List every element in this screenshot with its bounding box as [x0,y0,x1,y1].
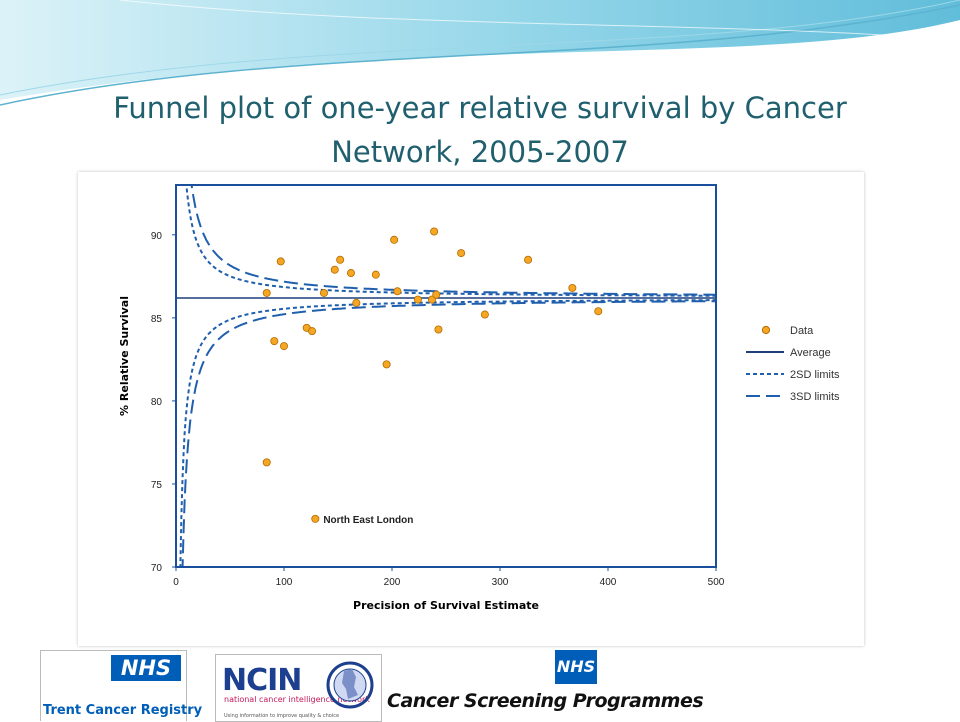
lower-2sd-limit [179,299,716,567]
control-limits [179,185,716,567]
data-point [279,342,288,351]
ncin-tagline: Using information to improve quality & c… [224,713,340,719]
data-point [330,265,339,274]
data-point [457,249,466,258]
y-axis-title: % Relative Survival [118,296,131,416]
nhs-badge-csp: NHS [555,650,597,684]
lower-3sd-limit [181,300,716,567]
cancer-screening-text: Cancer Screening Programmes [387,690,704,712]
x-tick-label: 400 [600,577,617,588]
y-tick-label: 85 [151,314,163,325]
plot-frame [175,184,717,568]
annotation-label: North East London [323,515,413,526]
data-point [346,269,355,278]
y-axis-ticks: 70 75 80 85 90 [151,231,176,574]
data-point [413,295,422,304]
data-point [311,514,320,523]
data-points [262,227,603,523]
data-point [432,290,441,299]
ncin-logo: NCIN national cancer intelligence networ… [215,654,382,722]
x-axis-ticks: 0 100 200 300 400 500 [173,567,725,588]
x-axis-title: Precision of Survival Estimate [353,599,539,612]
data-point [480,310,489,319]
y-tick-label: 75 [151,480,163,491]
upper-2sd-limit [185,185,716,297]
y-tick-label: 70 [151,563,163,574]
slide-title: Funnel plot of one-year relative surviva… [60,86,900,174]
upper-3sd-limit [190,185,716,296]
x-tick-label: 100 [276,577,293,588]
legend: Data Average 2SD limits 3SD limits [746,325,840,403]
legend-item-average: Average [790,347,831,359]
data-point [430,227,439,236]
globe-icon [326,661,374,709]
x-tick-label: 300 [492,577,509,588]
ncin-wordmark: NCIN [222,663,302,698]
data-point [390,235,399,244]
data-point [270,337,279,346]
header-swoosh-decoration [0,0,960,106]
data-point [262,288,271,297]
footer-logos: NHS Trent Cancer Registry NCIN national … [40,650,704,722]
y-tick-label: 80 [151,397,163,408]
slide-title-line-1: Funnel plot of one-year relative surviva… [113,91,847,125]
data-point [393,287,402,296]
data-point [524,255,533,264]
chart-panel: North East London 0 100 200 300 400 500 70 75 8… [78,172,864,646]
data-point [434,325,443,334]
trent-registry-text: Trent Cancer Registry [43,703,203,718]
nhs-badge: NHS [111,655,181,681]
data-point [382,360,391,369]
data-point [594,307,603,316]
y-tick-label: 90 [151,231,163,242]
data-point [308,327,317,336]
data-point [276,257,285,266]
data-point [568,283,577,292]
x-tick-label: 200 [384,577,401,588]
legend-item-2sd: 2SD limits [790,369,840,381]
legend-data-marker [761,325,771,335]
cancer-screening-programmes-logo: NHS Cancer Screening Programmes [385,650,704,720]
data-point [427,295,436,304]
ncin-subtitle: national cancer intelligence network [224,695,370,704]
data-point [262,458,271,467]
data-point [352,298,361,307]
funnel-plot: North East London 0 100 200 300 400 500 70 75 8… [118,184,840,612]
data-point [319,288,328,297]
trent-cancer-registry-logo: NHS Trent Cancer Registry [40,650,202,721]
slide-title-line-2: Network, 2005-2007 [331,135,629,169]
x-tick-label: 0 [173,577,179,588]
data-point [371,270,380,279]
x-tick-label: 500 [708,577,725,588]
legend-item-3sd: 3SD limits [790,391,840,403]
data-point [336,255,345,264]
legend-item-data: Data [790,325,814,337]
